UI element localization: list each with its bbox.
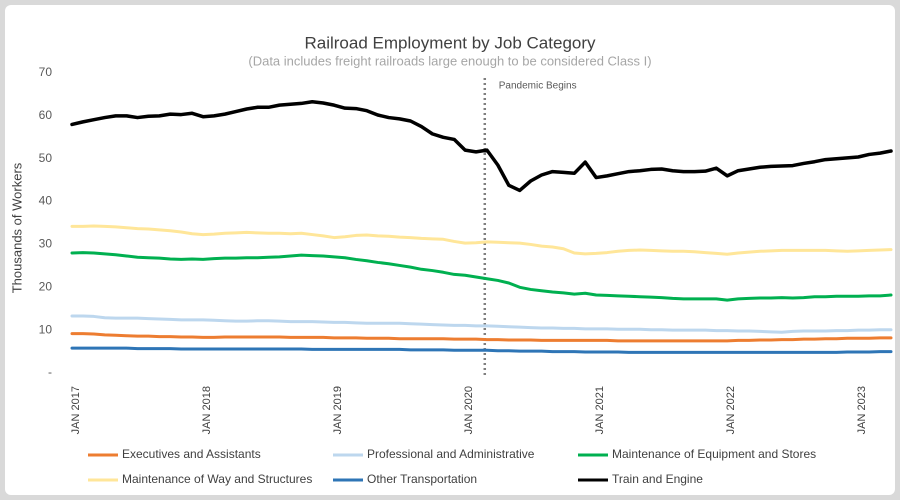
y-tick-label: - — [48, 365, 52, 379]
y-tick-label: 40 — [39, 194, 53, 208]
series-line — [70, 251, 893, 302]
x-tick-label: JAN 2018 — [201, 386, 213, 434]
series-line — [70, 346, 893, 354]
chart-subtitle: (Data includes freight railroads large e… — [248, 53, 651, 68]
y-tick-label: 60 — [39, 108, 53, 122]
y-axis-label: Thousands of Workers — [9, 162, 24, 293]
y-tick-label: 50 — [39, 151, 53, 165]
series-line — [70, 332, 893, 343]
chart-title: Railroad Employment by Job Category — [304, 33, 596, 52]
chart-background — [5, 5, 895, 495]
x-tick-label: JAN 2023 — [856, 386, 868, 434]
x-tick-label: JAN 2021 — [594, 386, 606, 434]
x-tick-label: JAN 2019 — [332, 386, 344, 434]
x-tick-label: JAN 2017 — [70, 386, 82, 434]
legend-label: Maintenance of Way and Structures — [122, 472, 312, 486]
legend-label: Maintenance of Equipment and Stores — [612, 447, 816, 461]
series-line — [70, 314, 893, 334]
x-tick-label: JAN 2022 — [725, 386, 737, 434]
y-tick-label: 30 — [39, 237, 53, 251]
legend-label: Train and Engine — [612, 472, 703, 486]
series-line — [70, 224, 893, 256]
x-tick-label: JAN 2020 — [463, 386, 475, 434]
series-line — [70, 99, 893, 193]
legend-label: Other Transportation — [367, 472, 477, 486]
legend-label: Executives and Assistants — [122, 447, 261, 461]
y-tick-label: 20 — [39, 279, 53, 293]
legend-label: Professional and Administrative — [367, 447, 535, 461]
y-tick-label: 70 — [39, 65, 53, 79]
y-tick-label: 10 — [39, 322, 53, 336]
annotation: Pandemic Begins — [499, 81, 577, 92]
